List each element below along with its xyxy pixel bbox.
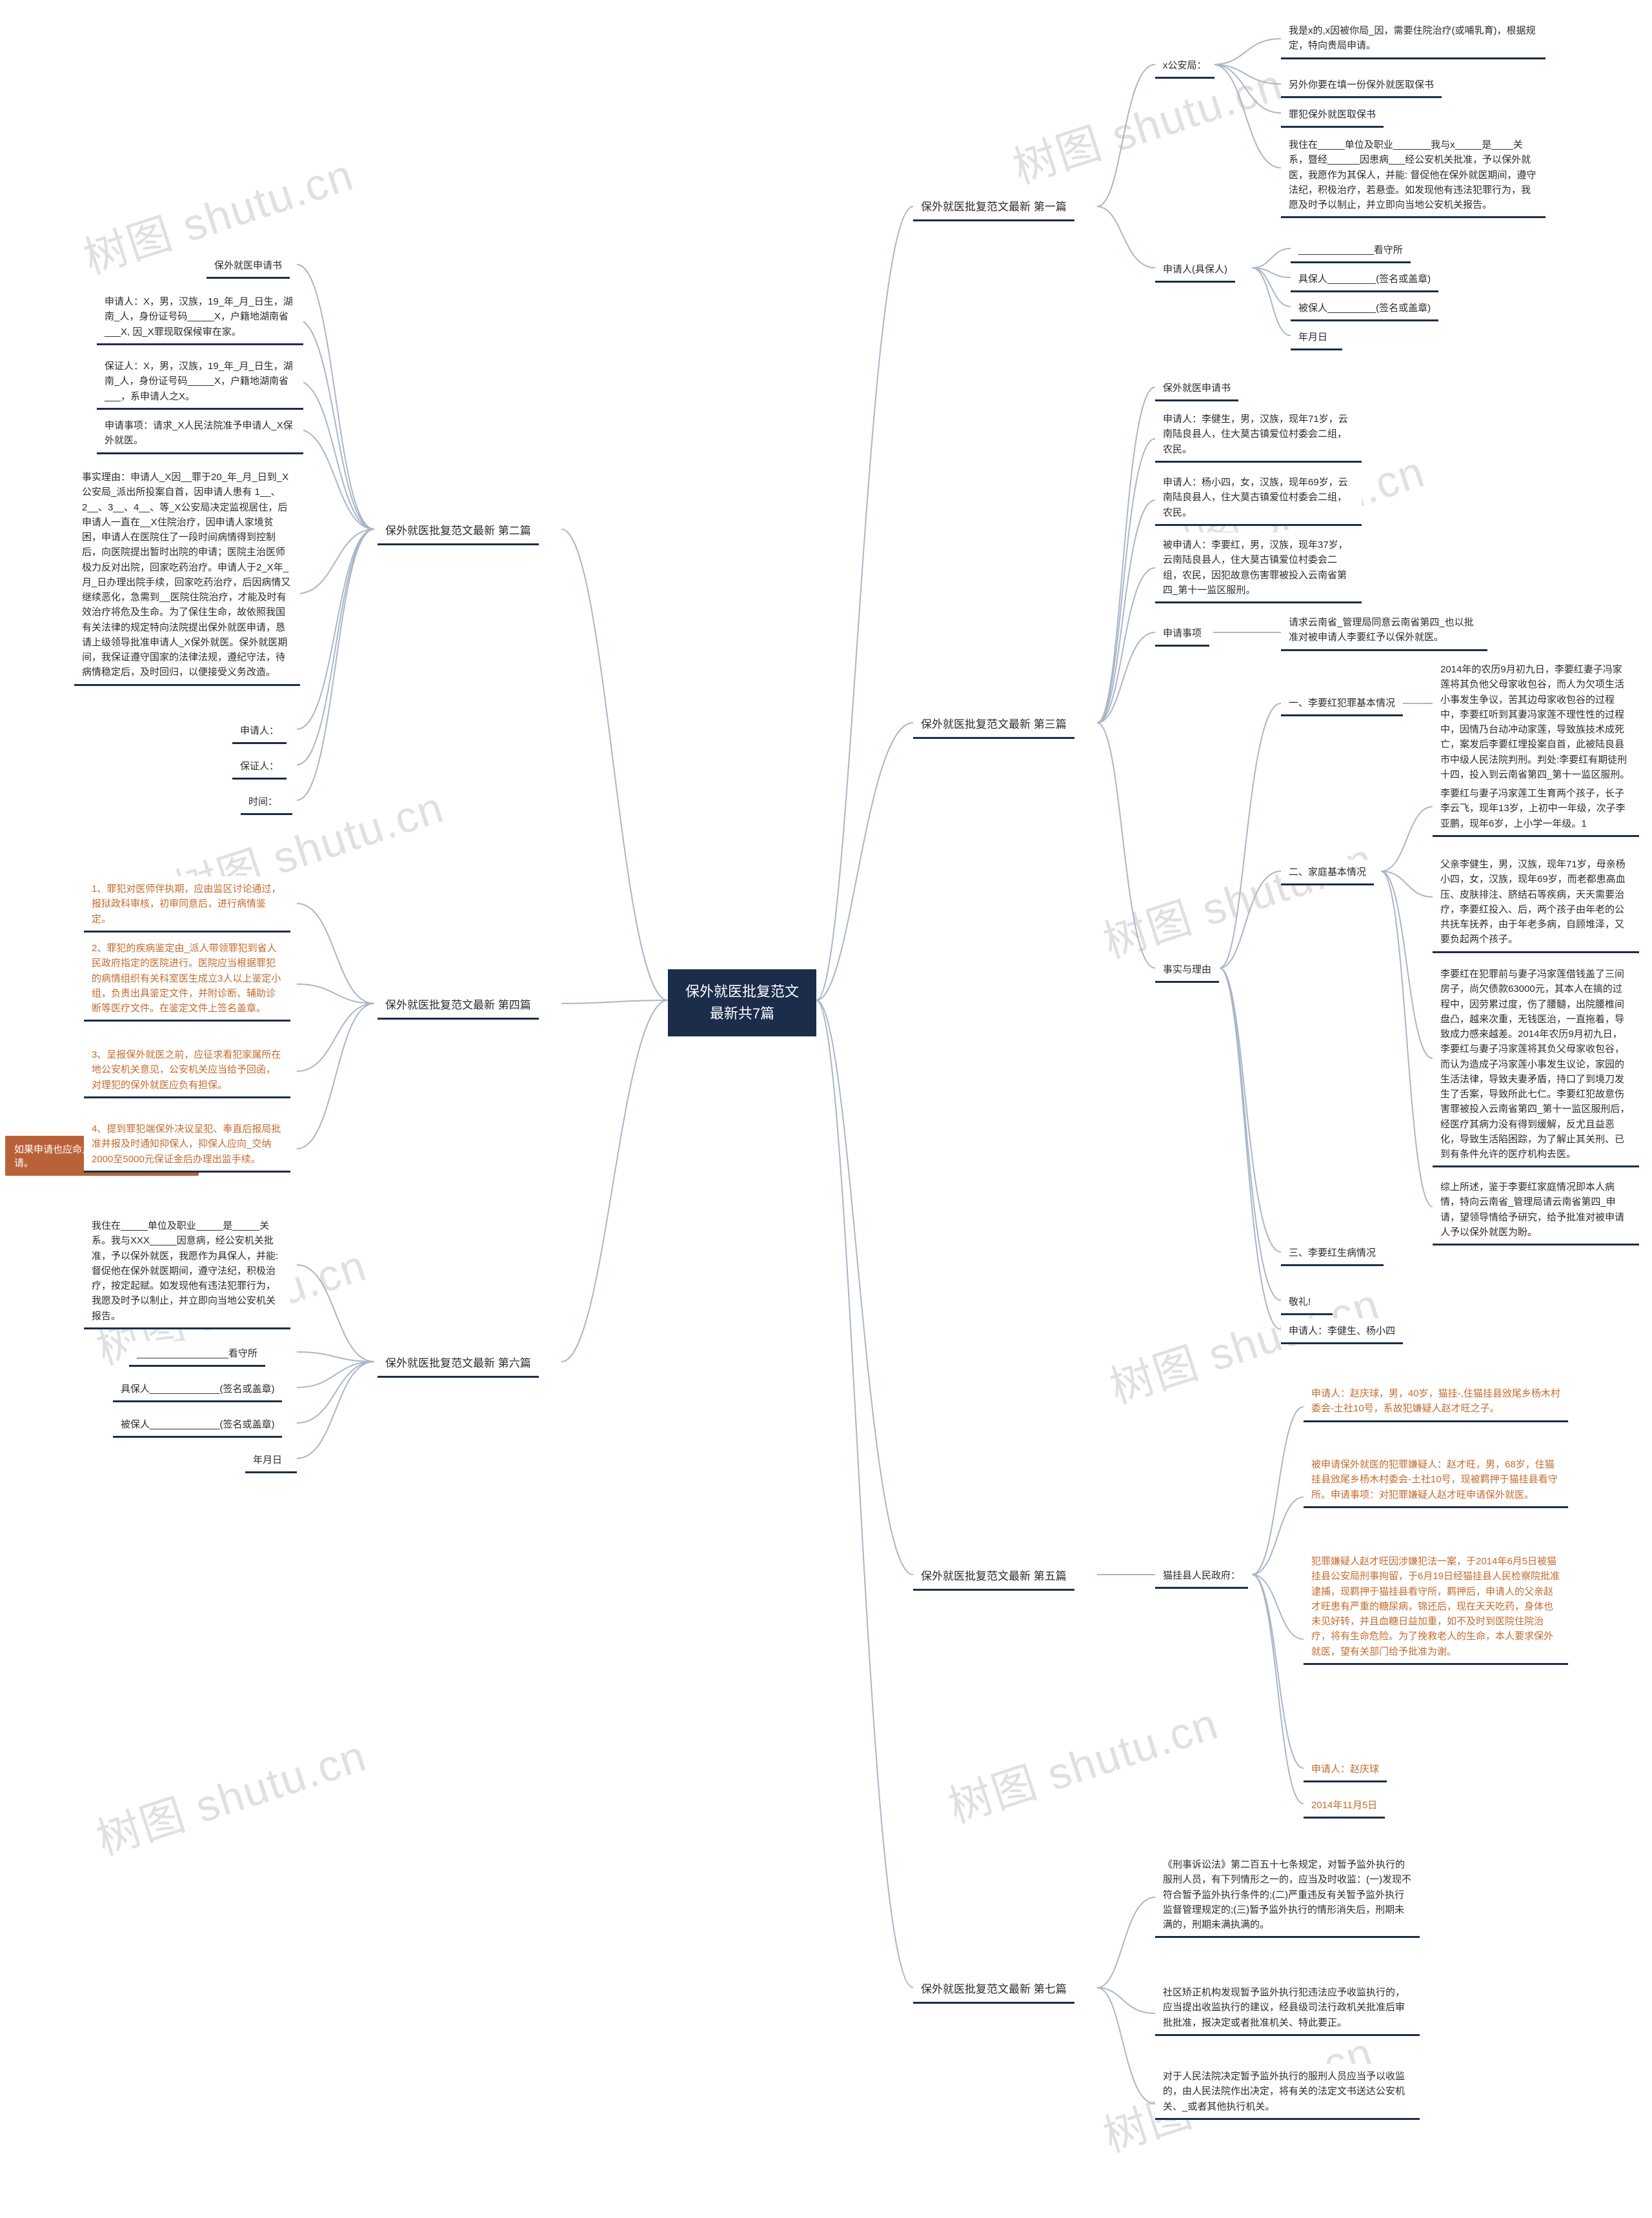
leaf: 父亲李健生，男，汉族，现年71岁，母亲杨小四，女，汉族，现年69岁，而老都患高血… [1433, 852, 1639, 953]
leaf: 申请人：赵庆球 [1304, 1757, 1387, 1782]
node-b3c1: 申请事项 [1155, 621, 1209, 647]
branch-b5: 保外就医批复范文最新 第五篇 [913, 1563, 1074, 1591]
node-b3c2: 事实与理由 [1155, 957, 1219, 983]
branch-b7: 保外就医批复范文最新 第七篇 [913, 1976, 1074, 2004]
root-node: 保外就医批复范文最新共7篇 [668, 969, 816, 1036]
leaf: 被申请保外就医的犯罪嫌疑人：赵才旺，男，68岁，住猫挂县攽尾乡杨木村委会-土社1… [1304, 1452, 1568, 1508]
watermark: 树图 shutu.cn [1003, 48, 1289, 196]
branch-b2: 保外就医批复范文最新 第二篇 [378, 518, 539, 545]
leaf: 另外你要在填一份保外就医取保书 [1281, 72, 1442, 98]
leaf: ______________看守所 [1291, 237, 1411, 263]
leaf: 对于人民法院决定暂予监外执行的服刑人员应当予以收监的，由人民法院作出决定，将有关… [1155, 2064, 1420, 2120]
leaf: 4、提到罪犯端保外决议呈犯、奉直后报局批准并报及时通知抑保人，抑保人应向_交纳2… [84, 1116, 290, 1173]
branch-b4: 保外就医批复范文最新 第四篇 [378, 992, 539, 1020]
leaf: 罪犯保外就医取保书 [1281, 102, 1384, 128]
leaf: 2、罪犯的疾病鉴定由_派人带领罪犯到省人民政府指定的医院进行。医院应当根据罪犯的… [84, 936, 290, 1022]
leaf: 年月日 [1291, 325, 1342, 350]
leaf: 保外就医申请书 [206, 253, 290, 279]
node-s1: 一、李要红犯罪基本情况 [1281, 691, 1403, 716]
leaf: 保证人： [232, 754, 287, 780]
node-b5c1: 猫挂县人民政府： [1155, 1563, 1248, 1589]
branch-b6: 保外就医批复范文最新 第六篇 [378, 1350, 539, 1378]
leaf: 申请事项：请求_X人民法院准予申请人_X保外就医。 [97, 413, 303, 454]
mindmap-canvas: 树图 shutu.cn 树图 shutu.cn 树图 shutu.cn 树图 s… [0, 0, 1652, 2218]
leaf: 申请人：李健生，男，汉族，现年71岁，云南陆良县人，住大莫古镇爱位村委会二组，农… [1155, 407, 1362, 463]
leaf: 申请人：赵庆球，男，40岁，猫挂-,住猫挂县攽尾乡杨木村委会-土社10号，系故犯… [1304, 1381, 1568, 1422]
leaf: 申请人：李健生、杨小四 [1281, 1318, 1403, 1344]
leaf: 具保人_____________(签名或盖章) [113, 1376, 282, 1402]
watermark: 树图 shutu.cn [939, 1688, 1225, 1835]
leaf: 犯罪嫌疑人赵才旺因涉嫌犯法一案，于2014年6月5日被猫挂县公安局刑事拘留，于6… [1304, 1549, 1568, 1665]
node-b1c2: 申请人(具保人) [1155, 257, 1235, 283]
leaf: 敬礼! [1281, 1289, 1333, 1315]
leaf: 李要红与妻子冯家莲工生育两个孩子，长子李云飞，现年13岁，上初中一年级，次子李亚… [1433, 781, 1639, 837]
leaf: 被保人_________(签名或盖章) [1291, 296, 1438, 321]
leaf: 年月日 [245, 1447, 297, 1473]
leaf: 申请人：X，男，汉族，19_年_月_日生，湖南_人，身份证号码_____X，户籍… [97, 289, 303, 345]
node-b1c1: x公安局： [1155, 53, 1214, 79]
watermark: 树图 shutu.cn [1094, 823, 1380, 970]
leaf: 综上所述，鉴于李要红家庭情况即本人病情，特向云南省_管理局请云南省第四_申请，望… [1433, 1175, 1639, 1245]
leaf: 我住在_____单位及职业_______我与x_____是____关系，暨经__… [1281, 132, 1546, 218]
node-s3: 三、李要红生病情况 [1281, 1240, 1384, 1266]
leaf: 保外就医申请书 [1155, 376, 1238, 401]
leaf: 2014年的农历9月初九日，李要红妻子冯家莲将其负他父母家收包谷，而人为欠项生活… [1433, 657, 1639, 788]
leaf: 1、罪犯对医师伴执期，应由监区讨论通过，报狱政科审核，初审同意后，进行病情鉴定。 [84, 876, 290, 933]
leaf: 具保人_________(签名或盖章) [1291, 267, 1438, 292]
leaf: _________________看守所 [129, 1341, 265, 1367]
leaf: 时间： [241, 789, 292, 815]
branch-b3: 保外就医批复范文最新 第三篇 [913, 711, 1074, 739]
node-s2: 二、家庭基本情况 [1281, 860, 1374, 885]
leaf: 申请人：杨小四，女，汉族，现年69岁，云南陆良县人，住大莫古镇爱位村委会二组，农… [1155, 470, 1362, 526]
leaf: 保证人：X，男，汉族，19_年_月_日生，湖南_人，身份证号码_____X，户籍… [97, 354, 303, 410]
leaf: 被保人_____________(签名或盖章) [113, 1412, 282, 1438]
leaf: 2014年11月5日 [1304, 1793, 1385, 1819]
leaf: 我住在_____单位及职业_____是_____关系。我与XXX_____因意病… [84, 1213, 290, 1329]
leaf: 申请人： [232, 718, 287, 744]
leaf: 《刑事诉讼法》第二百五十七条规定，对暂予监外执行的服刑人员，有下列情形之一的，应… [1155, 1852, 1420, 1938]
leaf: 我是x的,x因被你局_因，需要住院治疗(或哺乳育)，根据规定，特向贵局申请。 [1281, 18, 1546, 59]
branch-b1: 保外就医批复范文最新 第一篇 [913, 194, 1074, 221]
leaf: 3、呈报保外就医之前，应征求看犯家属所在地公安机关意见，公安机关应当给予回函，对… [84, 1042, 290, 1098]
leaf: 被申请人：李要红，男，汉族，现年37岁，云南陆良县人，住大莫古镇爱位村委会二组，… [1155, 532, 1362, 603]
watermark: 树图 shutu.cn [87, 1720, 373, 1867]
leaf: 请求云南省_管理局同意云南省第四_也以批准对被申请人李要红予以保外就医。 [1281, 610, 1487, 651]
leaf: 事实理由：申请人_X因__罪于20_年_月_日到_X公安局_派出所投案自首，因申… [74, 465, 300, 686]
leaf: 社区矫正机构发现暂予监外执行犯违法应予收监执行的，应当提出收监执行的建议，经县级… [1155, 1980, 1420, 2036]
leaf: 李要红在犯罪前与妻子冯家莲借钱盖了三间房子，尚欠债款63000元，其本人在搞的过… [1433, 962, 1639, 1167]
